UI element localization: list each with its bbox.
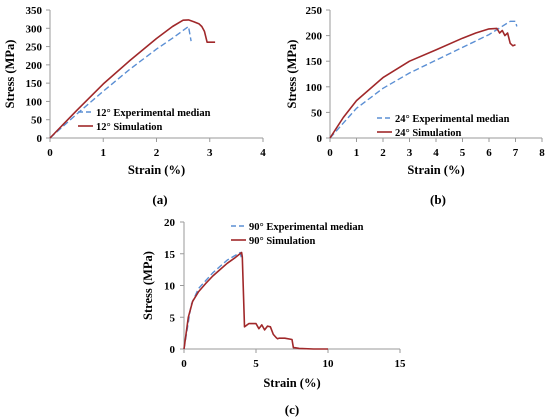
x-tick-label: 5 <box>253 358 259 370</box>
chart-a: 0 1 2 3 4 0 50 100 150 200 250 300 350 Strain (%) Stre… <box>3 5 266 207</box>
x-tick-label: 6 <box>486 147 492 159</box>
y-tick-label: 350 <box>26 5 43 17</box>
x-tick-label: 2 <box>380 147 386 159</box>
x-tick-label: 5 <box>460 147 466 159</box>
y-tick-label: 250 <box>306 5 323 17</box>
x-tick-label: 4 <box>433 147 439 159</box>
x-tick-label: 4 <box>260 147 266 159</box>
y-tick-label: 150 <box>26 78 43 90</box>
y-axis-label: Stress (MPa) <box>141 251 155 320</box>
x-tick-label: 8 <box>539 147 545 159</box>
y-tick-label: 20 <box>164 217 176 229</box>
series-experimental-line <box>49 25 192 139</box>
x-tick-label: 0 <box>181 358 187 370</box>
chart-b: 0 1 2 3 4 5 6 7 8 0 50 100 150 200 250 Strain (%) Stress… <box>285 5 545 207</box>
x-axis-label: Strain (%) <box>128 163 185 177</box>
y-tick-label: 5 <box>170 312 176 324</box>
y-tick-label: 0 <box>37 133 43 145</box>
series-simulation-line <box>49 19 216 139</box>
x-tick-label: 1 <box>354 147 360 159</box>
y-tick-label: 0 <box>170 344 176 356</box>
x-axis-label: Strain (%) <box>407 163 464 177</box>
series-experimental-line <box>329 20 518 139</box>
panel-caption: (b) <box>430 192 446 207</box>
legend-label: 12° Experimental median <box>96 108 211 119</box>
y-tick-label: 100 <box>26 96 43 108</box>
x-tick-label: 3 <box>407 147 413 159</box>
legend-label: 12° Simulation <box>96 122 162 133</box>
legend-label: 24° Simulation <box>395 128 461 139</box>
y-tick-label: 250 <box>26 42 43 54</box>
y-tick-label: 15 <box>164 249 176 261</box>
legend-label: 90° Simulation <box>249 236 315 247</box>
legend-label: 24° Experimental median <box>395 114 510 125</box>
series-simulation-line <box>329 27 516 139</box>
x-tick-label: 2 <box>154 147 160 159</box>
panel-caption: (c) <box>285 402 299 417</box>
x-axis-label: Strain (%) <box>263 376 320 390</box>
y-tick-label: 10 <box>164 281 176 293</box>
x-tick-label: 10 <box>323 358 335 370</box>
y-tick-label: 50 <box>31 115 43 127</box>
y-tick-label: 200 <box>26 60 43 72</box>
y-tick-label: 150 <box>306 56 323 68</box>
y-tick-label: 300 <box>26 23 43 35</box>
y-axis-label: Stress (MPa) <box>285 40 299 109</box>
x-tick-label: 0 <box>47 147 53 159</box>
y-tick-label: 0 <box>317 133 323 145</box>
panel-caption: (a) <box>152 192 167 207</box>
x-tick-label: 0 <box>327 147 333 159</box>
y-tick-label: 200 <box>306 31 323 43</box>
series-simulation-line <box>183 251 328 350</box>
legend-label: 90° Experimental median <box>249 222 364 233</box>
y-axis-label: Stress (MPa) <box>3 40 17 109</box>
y-tick-label: 100 <box>306 82 323 94</box>
chart-c: 0 5 10 15 0 5 10 15 20 Strain (%) Stress (MPa) 90° … <box>141 217 406 417</box>
x-tick-label: 1 <box>101 147 107 159</box>
x-tick-label: 15 <box>395 358 407 370</box>
x-tick-label: 3 <box>207 147 213 159</box>
series-experimental-line <box>183 251 243 350</box>
x-tick-label: 7 <box>513 147 519 159</box>
y-tick-label: 50 <box>311 107 323 119</box>
